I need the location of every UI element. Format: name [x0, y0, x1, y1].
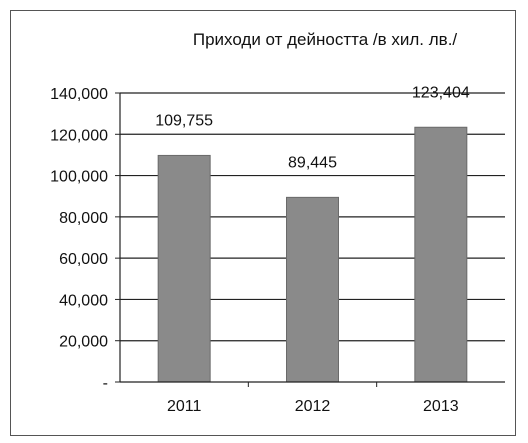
- x-tick-label: 2012: [295, 398, 331, 415]
- y-tick-label: 100,000: [50, 169, 108, 186]
- y-tick-label: 120,000: [50, 127, 108, 144]
- bar: [414, 126, 468, 383]
- y-tick-label: 80,000: [59, 210, 108, 227]
- data-label: 89,445: [288, 154, 337, 171]
- bar: [157, 154, 211, 383]
- x-tick-label: 2013: [423, 398, 459, 415]
- bars: [157, 126, 468, 383]
- labels: - 20,000 40,000 60,000 80,000 100,000 120,000 1…: [50, 84, 470, 415]
- chart-title: Приходи от дейността /в хил. лв./: [193, 30, 458, 49]
- x-tick-label: 2011: [167, 398, 202, 415]
- y-tick-label: -: [103, 375, 108, 392]
- y-tick-label: 60,000: [59, 251, 108, 268]
- y-tick-label: 40,000: [59, 292, 108, 309]
- y-tick-label: 20,000: [59, 334, 108, 351]
- data-label: 109,755: [155, 112, 213, 129]
- bar: [286, 196, 339, 383]
- data-label: 123,404: [412, 84, 470, 101]
- y-tick-label: 140,000: [50, 86, 108, 103]
- axes: [115, 92, 505, 387]
